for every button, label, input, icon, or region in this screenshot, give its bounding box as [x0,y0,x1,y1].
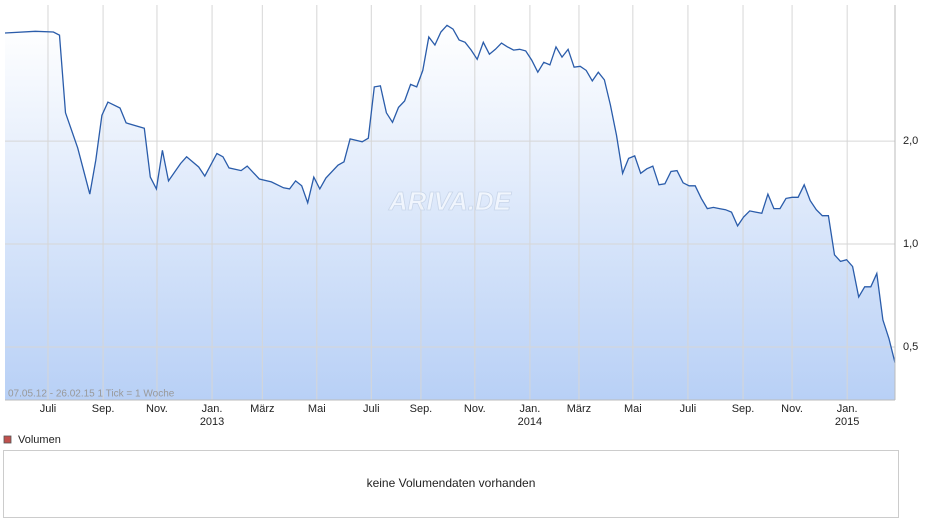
x-tick-label: Nov. [146,403,168,415]
y-tick-label: 2,0 [903,135,918,147]
x-year-label: 2014 [518,416,542,428]
y-tick-label: 1,0 [903,238,918,250]
x-year-label: 2015 [835,416,859,428]
area [5,25,895,401]
x-tick-label: Jan. [837,403,858,415]
line [4,24,896,363]
legend-swatch [3,435,12,444]
x-year-label: 2013 [200,416,224,428]
watermark: ARIVA.DE [388,186,512,216]
x-tick-label: Juli [680,403,697,415]
x-tick-label: Nov. [781,403,803,415]
x-tick-label: Sep. [732,403,755,415]
volume-message: keine Volumendaten vorhanden [367,476,536,490]
x-tick-label: Mai [308,403,326,415]
y-tick-label: 0,5 [903,341,918,353]
x-tick-label: Sep. [410,403,433,415]
annotation: 07.05.12 - 26.02.15 1 Tick = 1 Woche [8,389,175,400]
plot-area [4,5,896,400]
x-tick-label: März [250,403,274,415]
legend-label: Volumen [18,434,61,446]
x-tick-label: März [567,403,591,415]
volume-panel [3,450,899,518]
x-tick-label: Jan. [202,403,223,415]
x-tick-label: Jan. [520,403,541,415]
x-tick-label: Nov. [464,403,486,415]
x-tick-label: Juli [40,403,57,415]
x-tick-label: Sep. [92,403,115,415]
x-tick-label: Mai [624,403,642,415]
x-tick-label: Juli [363,403,380,415]
